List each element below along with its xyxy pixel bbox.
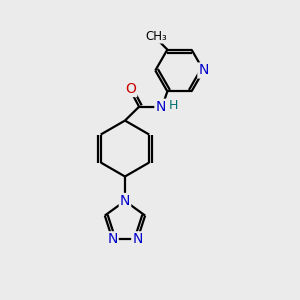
Text: H: H [169, 99, 178, 112]
Text: O: O [125, 82, 136, 96]
Text: N: N [120, 194, 130, 208]
Text: CH₃: CH₃ [145, 30, 167, 43]
Text: N: N [132, 232, 142, 246]
Text: N: N [155, 100, 166, 114]
Text: N: N [107, 232, 118, 246]
Text: N: N [198, 64, 209, 77]
